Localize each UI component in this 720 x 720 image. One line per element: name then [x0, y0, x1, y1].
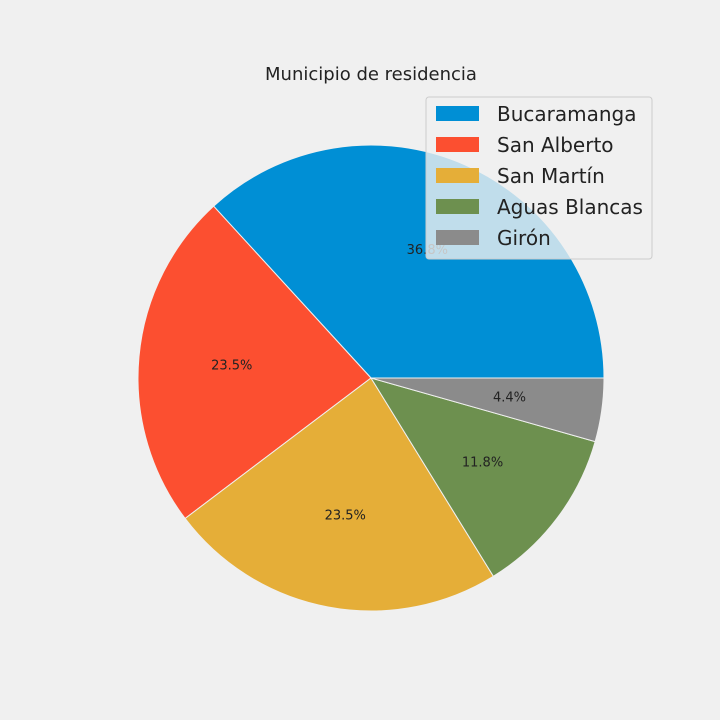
pie-slice-giron [370, 377, 605, 443]
value-label-san-martin: 23.5% [325, 508, 366, 523]
legend-label-aguas-blancas: Aguas Blancas [497, 195, 643, 219]
legend: Bucaramanga San Alberto San Martín Aguas Bl… [425, 96, 653, 260]
legend-swatch-giron [436, 230, 479, 245]
value-label-giron: 4.4% [493, 390, 526, 405]
legend-label-san-alberto: San Alberto [497, 133, 614, 157]
legend-swatch-bucaramanga [436, 106, 479, 121]
legend-swatch-san-martin [436, 168, 479, 183]
pie-slice-aguas-blancas [369, 377, 596, 577]
pie-slice-san-martin [184, 377, 495, 612]
legend-swatch-aguas-blancas [436, 199, 479, 214]
pie-slice-san-alberto [137, 205, 372, 520]
legend-label-giron: Girón [497, 226, 551, 250]
value-label-san-alberto: 23.5% [211, 358, 252, 373]
value-label-aguas-blancas: 11.8% [462, 455, 503, 470]
legend-box [425, 96, 653, 260]
legend-label-bucaramanga: Bucaramanga [497, 102, 637, 126]
legend-swatch-san-alberto [436, 137, 479, 152]
legend-label-san-martin: San Martín [497, 164, 605, 188]
chart-title: Municipio de residencia [265, 64, 477, 85]
